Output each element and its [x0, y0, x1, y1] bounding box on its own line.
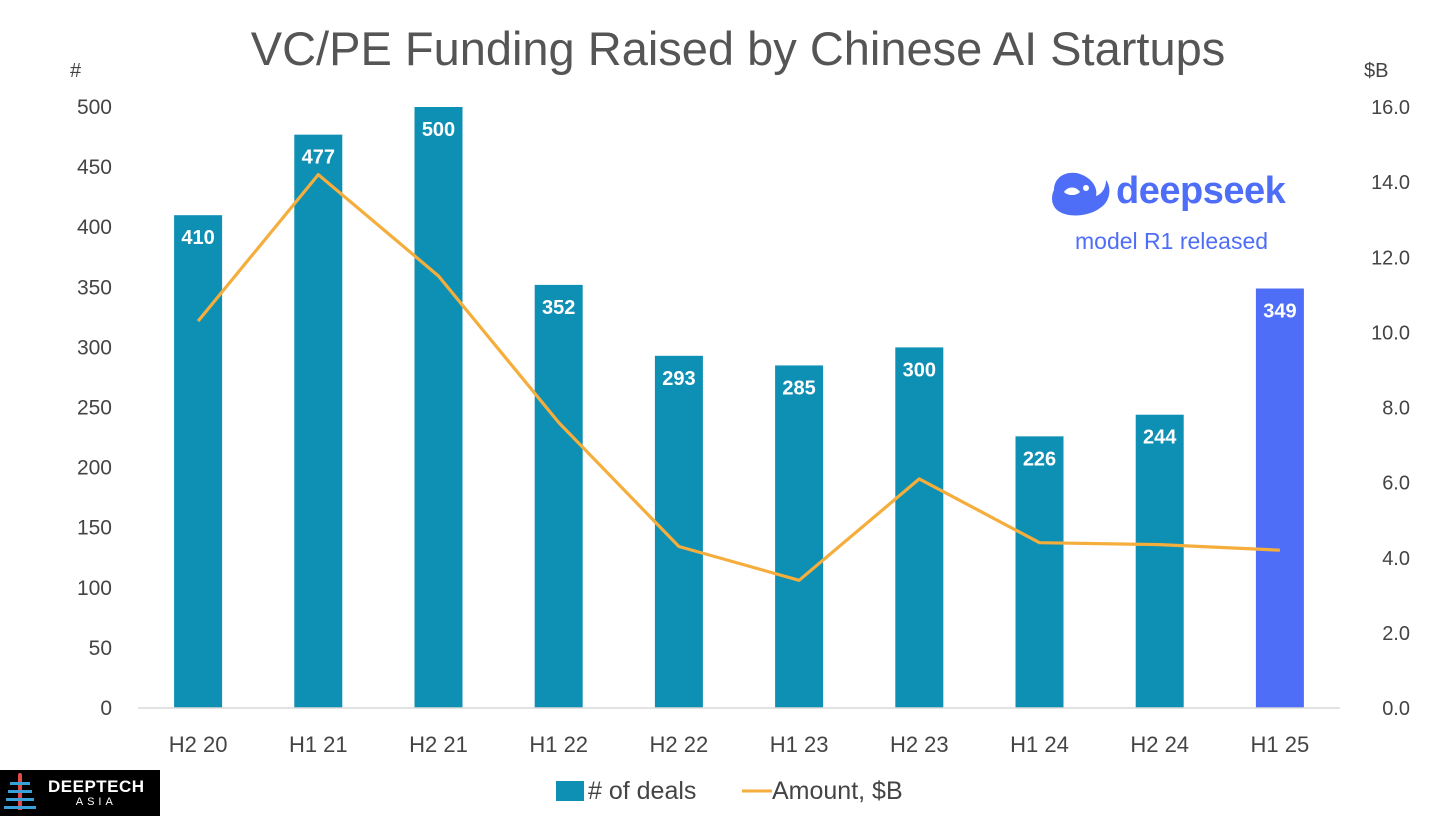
legend-bar-swatch	[556, 781, 584, 801]
y-right-tick: 16.0	[1371, 97, 1410, 119]
y-left-tick: 200	[77, 457, 112, 480]
chart-title: VC/PE Funding Raised by Chinese AI Start…	[251, 22, 1225, 75]
y-right-tick: 14.0	[1371, 172, 1410, 194]
bar-h1-21	[294, 135, 342, 708]
y-left-tick: 0	[100, 697, 112, 720]
y-right-tick: 10.0	[1371, 322, 1410, 344]
bar-h1-25	[1256, 289, 1304, 708]
bar-h2-23	[895, 347, 943, 708]
x-ticks: H2 20 H1 21 H2 21 H1 22 H2 22 H1 23 H2 23 H1 24…	[169, 732, 1310, 757]
y-right-tick: 8.0	[1382, 398, 1410, 420]
legend-line-label: Amount, $B	[772, 777, 903, 805]
deeptech-asia-logo: DEEPTECH ASIA	[0, 770, 160, 816]
bar-h2-24	[1136, 415, 1184, 708]
y-left-tick: 250	[77, 397, 112, 420]
annotation-caption: model R1 released	[1075, 228, 1268, 255]
bar-h1-24	[1016, 436, 1064, 708]
bar-value-label: 285	[782, 377, 815, 399]
deepseek-wordmark: deepseek	[1116, 170, 1285, 213]
y-left-tick: 500	[77, 96, 112, 119]
bar-value-label: 349	[1263, 301, 1296, 323]
y-left-tick: 350	[77, 276, 112, 299]
bar-h2-21	[415, 107, 463, 708]
y-left-tick: 300	[77, 336, 112, 359]
legend-bar-label: # of deals	[588, 777, 696, 805]
bar-value-label: 352	[542, 297, 575, 319]
bar-value-label: 226	[1023, 448, 1056, 470]
y-left-tick: 50	[89, 637, 112, 660]
y-left-tick: 450	[77, 156, 112, 179]
x-tick-label: H1 22	[529, 732, 588, 757]
x-tick-label: H1 25	[1251, 732, 1310, 757]
x-tick-label: H1 21	[289, 732, 348, 757]
y-right-tick: 6.0	[1382, 473, 1410, 495]
y-left-tick: 100	[77, 577, 112, 600]
y-right-tick: 2.0	[1382, 623, 1410, 645]
x-tick-label: H2 20	[169, 732, 228, 757]
bar-h1-23	[775, 365, 823, 708]
x-tick-label: H1 24	[1010, 732, 1069, 757]
whale-icon	[1046, 168, 1112, 222]
bar-value-label: 477	[302, 147, 335, 169]
y-right-tick: 12.0	[1371, 247, 1410, 269]
bar-value-label: 293	[662, 368, 695, 390]
x-tick-label: H2 22	[650, 732, 709, 757]
y-left-ticks: 0 50 100 150 200 250 300 350 400 450 500	[77, 96, 112, 720]
x-tick-label: H2 21	[409, 732, 468, 757]
bar-h1-22	[535, 285, 583, 708]
y-left-tick: 400	[77, 216, 112, 239]
bar-h2-22	[655, 356, 703, 708]
bar-value-label: 300	[903, 359, 936, 381]
y-left-label: #	[70, 60, 82, 82]
pagoda-icon	[0, 770, 40, 816]
bar-value-label: 500	[422, 119, 455, 141]
bar-value-label: 410	[181, 227, 214, 249]
x-tick-label: H2 23	[890, 732, 949, 757]
y-right-tick: 4.0	[1382, 548, 1410, 570]
bar-h2-20	[174, 215, 222, 708]
x-tick-label: H1 23	[770, 732, 829, 757]
y-right-ticks: 0.0 2.0 4.0 6.0 8.0 10.0 12.0 14.0 16.0	[1371, 97, 1410, 720]
logo-line1: DEEPTECH	[48, 777, 145, 796]
y-right-label: $B	[1364, 60, 1388, 82]
legend: # of deals Amount, $B	[556, 777, 903, 805]
x-tick-label: H2 24	[1130, 732, 1189, 757]
y-right-tick: 0.0	[1382, 698, 1410, 720]
y-left-tick: 150	[77, 517, 112, 540]
logo-line2: ASIA	[76, 796, 117, 809]
bar-value-label: 244	[1143, 427, 1177, 449]
